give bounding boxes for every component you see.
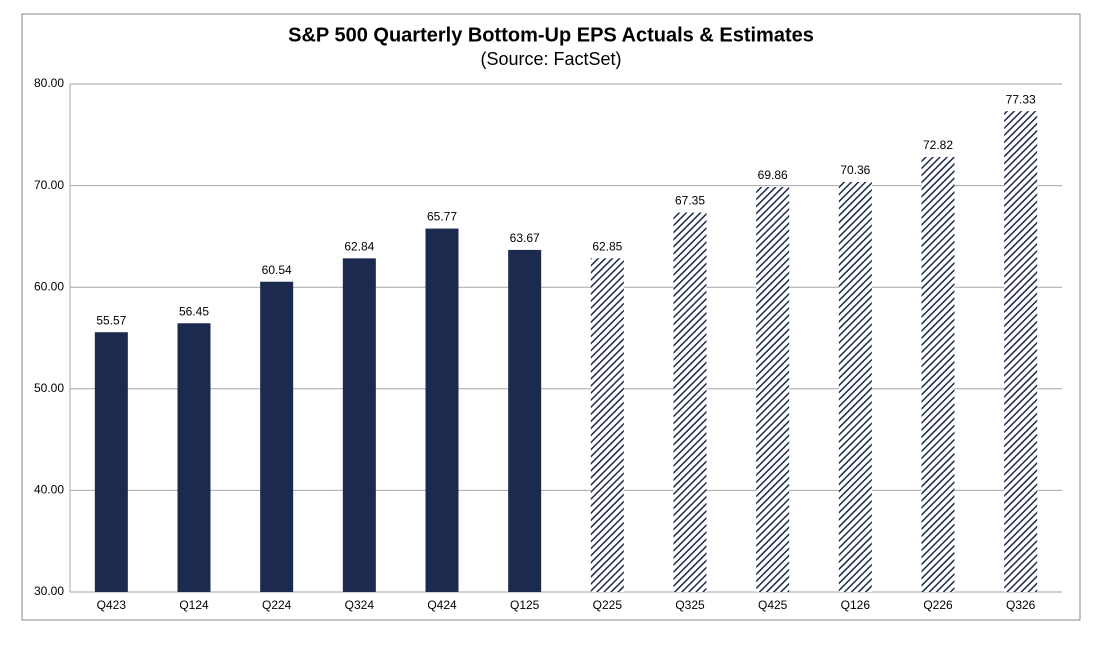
x-tick-label: Q324 [345, 598, 375, 612]
data-label: 77.33 [1006, 92, 1036, 106]
x-tick-label: Q226 [923, 598, 953, 612]
x-tick-label: Q424 [427, 598, 457, 612]
bar [673, 212, 707, 593]
data-label: 60.54 [262, 263, 292, 277]
x-tick-label: Q225 [593, 598, 623, 612]
data-label: 63.67 [510, 231, 540, 245]
x-tick-label: Q326 [1006, 598, 1036, 612]
bar [260, 281, 294, 592]
bar [425, 228, 459, 593]
bar [342, 258, 376, 592]
x-tick-label: Q126 [841, 598, 871, 612]
data-label: 70.36 [840, 163, 870, 177]
bar [590, 258, 624, 592]
y-tick-label: 80.00 [34, 76, 64, 90]
x-tick-label: Q325 [675, 598, 705, 612]
chart-subtitle: (Source: FactSet) [480, 49, 621, 69]
bar [508, 249, 542, 593]
data-label: 72.82 [923, 138, 953, 152]
data-label: 67.35 [675, 194, 705, 208]
data-label: 62.84 [344, 240, 374, 254]
bar [756, 187, 790, 592]
y-tick-label: 60.00 [34, 279, 64, 293]
bar [921, 156, 955, 593]
x-tick-label: Q224 [262, 598, 292, 612]
x-tick-label: Q423 [97, 598, 127, 612]
data-label: 62.85 [592, 239, 622, 253]
chart-title: S&P 500 Quarterly Bottom-Up EPS Actuals … [288, 24, 814, 46]
y-tick-label: 70.00 [34, 178, 64, 192]
bar [94, 332, 128, 592]
y-tick-label: 40.00 [34, 483, 64, 497]
data-label: 55.57 [96, 313, 126, 327]
data-label: 69.86 [758, 168, 788, 182]
x-tick-label: Q125 [510, 598, 540, 612]
x-tick-label: Q425 [758, 598, 788, 612]
x-tick-label: Q124 [179, 598, 209, 612]
bar [1004, 111, 1038, 592]
y-tick-label: 30.00 [34, 584, 64, 598]
bar [177, 323, 211, 592]
data-label: 65.77 [427, 210, 457, 224]
data-label: 56.45 [179, 304, 209, 318]
y-tick-label: 50.00 [34, 381, 64, 395]
bar [838, 181, 872, 593]
